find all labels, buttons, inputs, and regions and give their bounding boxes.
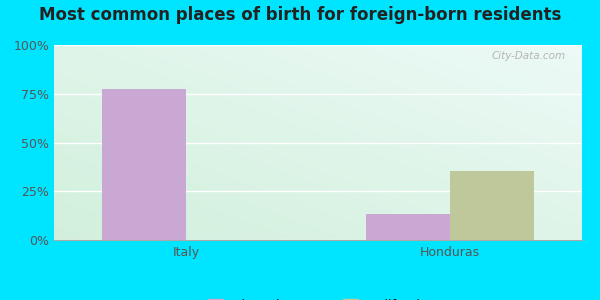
Bar <box>101 89 186 240</box>
Bar <box>450 171 535 240</box>
Text: Most common places of birth for foreign-born residents: Most common places of birth for foreign-… <box>39 6 561 24</box>
Legend: Zip code 93244, California: Zip code 93244, California <box>205 295 431 300</box>
Text: City-Data.com: City-Data.com <box>492 51 566 61</box>
Bar <box>365 214 450 240</box>
